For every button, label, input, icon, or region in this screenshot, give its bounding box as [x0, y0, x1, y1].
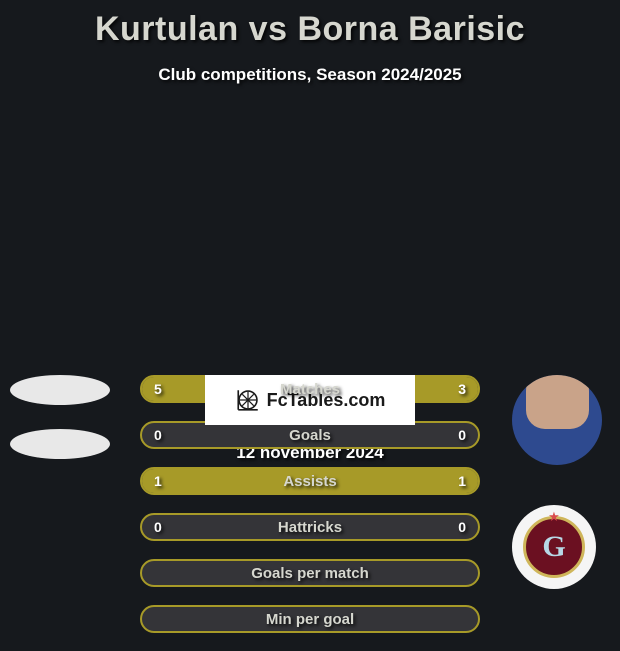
star-icon: ★ — [548, 509, 560, 525]
stat-label: Goals — [289, 427, 331, 444]
stat-right-value: 0 — [458, 427, 466, 443]
stat-row: Min per goal — [140, 605, 480, 633]
left-player-avatar-placeholder — [10, 375, 110, 405]
right-player-column: ★ G — [512, 375, 602, 589]
stat-row: 0 0 Hattricks — [140, 513, 480, 541]
stat-right-value: 1 — [458, 473, 466, 489]
right-club-badge: ★ G — [512, 505, 596, 589]
stat-left-value: 1 — [154, 473, 162, 489]
stat-left-value: 0 — [154, 427, 162, 443]
stat-row: Goals per match — [140, 559, 480, 587]
stat-label: Assists — [283, 473, 336, 490]
stat-left-value: 0 — [154, 519, 162, 535]
subtitle: Club competitions, Season 2024/2025 — [0, 65, 620, 85]
stat-left-value: 5 — [154, 381, 162, 397]
stat-row: 1 1 Assists — [140, 467, 480, 495]
stat-right-value: 0 — [458, 519, 466, 535]
badge-letter: G — [542, 530, 565, 564]
left-club-badge-placeholder — [10, 429, 110, 459]
page-title: Kurtulan vs Borna Barisic — [0, 10, 620, 49]
player-photo-face — [526, 375, 589, 429]
stat-row: 0 0 Goals — [140, 421, 480, 449]
stat-right-value: 3 — [458, 381, 466, 397]
stat-label: Min per goal — [266, 611, 354, 628]
stat-label: Hattricks — [278, 519, 342, 536]
badge-circle: G — [523, 516, 585, 578]
fctables-logo-icon — [235, 387, 261, 413]
stat-label: Goals per match — [251, 565, 369, 582]
left-player-column — [10, 375, 110, 483]
comparison-content: 53Matches00Goals11Assists00HattricksGoal… — [0, 375, 620, 463]
stat-label: Matches — [280, 381, 340, 398]
right-player-photo — [512, 375, 602, 465]
